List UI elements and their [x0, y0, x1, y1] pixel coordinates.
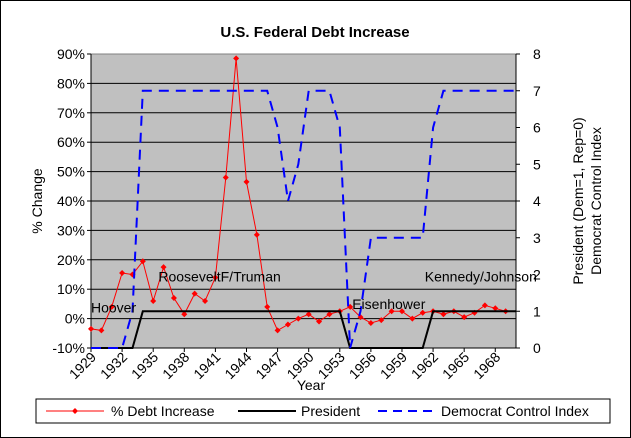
debt-point [388, 308, 395, 315]
legend-marker-debt [72, 408, 78, 414]
debt-point [274, 327, 281, 334]
left-tick-label: 90% [57, 46, 85, 62]
debt-point [326, 311, 333, 318]
right-tick-label: 5 [533, 156, 541, 172]
debt-point [108, 303, 115, 310]
left-tick-label: 20% [57, 252, 85, 268]
left-tick-label: 30% [57, 222, 85, 238]
debt-point [233, 55, 240, 62]
debt-point [202, 297, 209, 304]
debt-point [139, 258, 146, 265]
right-axis-ticks: 0 1 2 3 4 5 6 7 8 [515, 46, 541, 356]
debt-point [191, 290, 198, 297]
debt-point [378, 317, 385, 324]
legend-label-president: President [301, 403, 360, 419]
right-tick-label: 1 [533, 303, 541, 319]
x-tick-label: 1944 [221, 349, 254, 382]
x-tick-label: 1935 [128, 349, 161, 382]
left-tick-label: 10% [57, 281, 85, 297]
left-tick-label: -10% [52, 340, 85, 356]
series-line-1 [91, 310, 516, 349]
chart-title: U.S. Federal Debt Increase [220, 24, 409, 41]
x-tick-label: 1962 [408, 349, 441, 382]
debt-point [419, 309, 426, 316]
x-axis-label: Year [297, 377, 326, 393]
annotations: Hoover RooseveltF/Truman EisenhowerKennedy… [91, 268, 537, 315]
debt-point [461, 314, 468, 321]
debt-point [409, 315, 416, 322]
legend-label-debt: % Debt Increase [111, 403, 215, 419]
right-tick-label: 3 [533, 230, 541, 246]
debt-point [253, 231, 260, 238]
annotation-label: RooseveltF/Truman [158, 268, 280, 284]
left-tick-label: 40% [57, 193, 85, 209]
left-tick-label: 50% [57, 164, 85, 180]
annotation-label: Eisenhower [352, 296, 425, 312]
debt-point [367, 320, 374, 327]
x-tick-label: 1938 [159, 349, 192, 382]
right-tick-label: 4 [533, 193, 541, 209]
y-axis-right-label-1: President (Dem=1, Rep=0) [570, 117, 586, 284]
x-tick-label: 1959 [377, 349, 410, 382]
right-tick-label: 6 [533, 120, 541, 136]
annotation-label: Kennedy/Johnson [425, 268, 537, 284]
debt-point [98, 327, 105, 334]
debt-point [316, 318, 323, 325]
y-axis-left-label: % Change [29, 168, 45, 234]
debt-point [119, 270, 126, 277]
right-tick-label: 2 [533, 267, 541, 283]
right-tick-label: 0 [533, 340, 541, 356]
x-axis-ticks: 1929193219351938194119441947195019531956… [66, 347, 516, 382]
debt-point [284, 321, 291, 328]
legend-label-democrat: Democrat Control Index [441, 403, 589, 419]
debt-point [264, 303, 271, 310]
left-tick-label: 60% [57, 134, 85, 150]
debt-point [305, 311, 312, 318]
x-tick-label: 1965 [439, 349, 472, 382]
left-tick-label: 80% [57, 75, 85, 91]
annotation-label: Hoover [91, 300, 136, 316]
debt-point [222, 174, 229, 181]
debt-point [243, 178, 250, 185]
x-tick-label: 1947 [252, 349, 285, 382]
y-axis-right-label-2: Democrat Control Index [588, 127, 604, 275]
gridlines [91, 82, 516, 320]
x-tick-label: 1968 [470, 349, 503, 382]
right-tick-label: 8 [533, 46, 541, 62]
debt-point [170, 295, 177, 302]
x-tick-label: 1941 [190, 349, 223, 382]
right-tick-label: 7 [533, 83, 541, 99]
legend: % Debt Increase President Democrat Contr… [35, 398, 611, 424]
debt-point [440, 311, 447, 318]
series-line-2 [91, 89, 516, 349]
series-layer [88, 55, 516, 349]
debt-point [150, 297, 157, 304]
debt-point [181, 311, 188, 318]
left-axis-ticks: -10% 0% 10% 20% 30% 40% 50% 60% 70% 80% 90% [52, 46, 92, 356]
debt-point [160, 264, 167, 271]
x-tick-label: 1956 [346, 349, 379, 382]
left-tick-label: 0% [65, 311, 85, 327]
left-tick-label: 70% [57, 105, 85, 121]
debt-point [398, 308, 405, 315]
debt-point [88, 325, 94, 332]
legend-box [35, 398, 611, 424]
debt-point [492, 305, 499, 312]
debt-point [212, 274, 219, 281]
x-tick-label: 1932 [97, 349, 130, 382]
debt-point [481, 302, 488, 309]
debt-point [295, 315, 302, 322]
